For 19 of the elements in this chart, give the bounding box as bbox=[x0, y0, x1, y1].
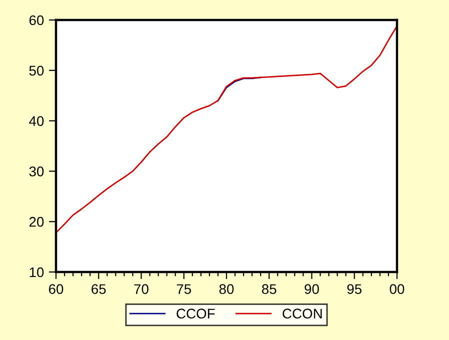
x-tick-label: 70 bbox=[134, 284, 148, 294]
y-tick-label: 10 bbox=[30, 267, 44, 278]
x-tick-label: 00 bbox=[390, 284, 404, 294]
x-tick-label: 80 bbox=[219, 284, 234, 294]
x-tick-label: 95 bbox=[347, 284, 362, 294]
line-series bbox=[56, 25, 397, 234]
x-tick-label: 75 bbox=[176, 284, 192, 294]
y-tick-label: 30 bbox=[29, 166, 44, 176]
legend-label: CCON bbox=[282, 308, 322, 319]
x-tick-label: 65 bbox=[92, 284, 106, 294]
x-tick-label: 85 bbox=[262, 284, 276, 294]
y-tick-label: 60 bbox=[29, 15, 44, 26]
y-tick-label: 40 bbox=[29, 116, 44, 126]
line-series bbox=[217, 76, 262, 102]
x-tick-label: 90 bbox=[304, 284, 319, 294]
y-tick-label: 20 bbox=[29, 216, 44, 227]
x-tick-label: 60 bbox=[48, 284, 64, 294]
legend-label: CCOF bbox=[176, 308, 215, 319]
y-tick-label: 50 bbox=[29, 66, 44, 76]
